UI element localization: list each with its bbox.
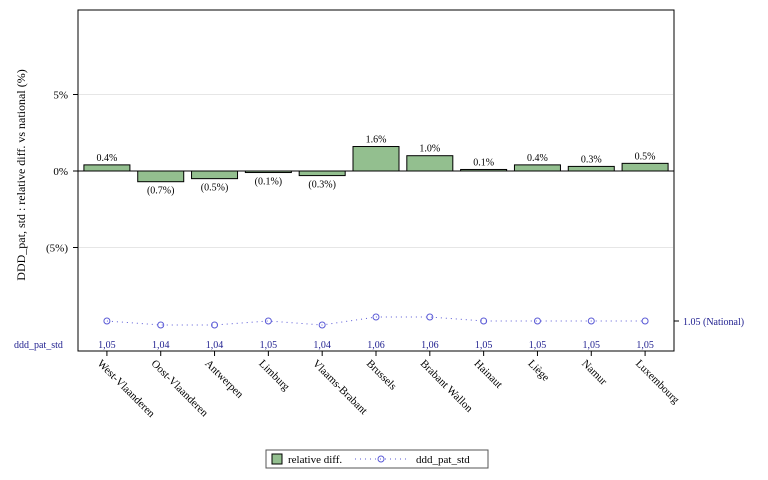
category-label: Limburg <box>256 358 292 394</box>
national-reference: 1.05 (National) <box>674 317 744 328</box>
bar <box>191 170 239 180</box>
series-point <box>372 313 380 321</box>
legend-frame <box>265 449 489 469</box>
ddd-pat-std-line <box>103 313 649 329</box>
y-tick-label: (5%) <box>46 243 68 255</box>
legend-label-relative-diff: relative diff. <box>288 454 342 466</box>
bar-data-label: 0.3% <box>581 154 602 165</box>
category-label: Brabant Wallon <box>418 358 476 416</box>
series-point <box>264 317 272 325</box>
bar-data-label: (0.7%) <box>147 186 175 197</box>
y-axis-label: DDD_pat, std : relative diff. vs nationa… <box>14 69 28 280</box>
y-tick-label: 5% <box>53 90 68 102</box>
national-label: 1.05 (National) <box>683 317 744 328</box>
value-row-cell: 1,05 <box>260 340 278 351</box>
category-label: Antwerpen <box>202 358 245 401</box>
value-row-cell: 1,04 <box>206 340 224 351</box>
bars <box>83 146 669 183</box>
bar-data-label: (0.3%) <box>308 180 336 191</box>
series-point <box>480 317 488 325</box>
value-row: 1,05 1,04 1,04 1,05 1,04 1,06 1,06 1,05 1,05 1,05… <box>98 340 654 351</box>
bar-data-label: 0.4% <box>527 153 548 164</box>
category-label: Oost-Vlaanderen <box>149 358 211 420</box>
value-row-cell: 1,05 <box>98 340 116 351</box>
series-point <box>318 321 326 329</box>
legend-line-marker <box>377 455 385 463</box>
category-label: Liège <box>525 358 551 384</box>
bar-data-label: 1.0% <box>419 144 440 155</box>
bar <box>298 170 346 177</box>
value-row-cell: 1,06 <box>421 340 439 351</box>
category-label: West-Vlaanderen <box>95 358 158 421</box>
value-row-label: ddd_pat_std <box>14 340 63 351</box>
bar-data-labels: 0.4% (0.7%) (0.5%) (0.1%) (0.3%) 1.6% 1.0% 0.1%… <box>96 135 655 197</box>
bar <box>137 170 185 183</box>
legend: relative diff. ddd_pat_std <box>265 449 489 469</box>
category-label: Luxembourg <box>633 358 682 407</box>
value-row-cell: 1,06 <box>367 340 385 351</box>
bar-data-label: (0.1%) <box>255 177 283 188</box>
series-point <box>103 317 111 325</box>
bar <box>352 146 400 172</box>
value-row-cell: 1,05 <box>636 340 654 351</box>
category-label: Vlaams-Brabant <box>310 358 369 417</box>
gridlines <box>79 94 673 248</box>
category-label: Namur <box>579 358 609 388</box>
value-row-cell: 1,04 <box>152 340 170 351</box>
legend-label-ddd-pat-std: ddd_pat_std <box>416 454 470 466</box>
bar <box>621 162 669 172</box>
y-tick-label: 0% <box>53 166 68 178</box>
series-point <box>211 321 219 329</box>
bar-data-label: (0.5%) <box>201 183 229 194</box>
series-point <box>533 317 541 325</box>
bar <box>567 165 615 172</box>
category-label: Brussels <box>364 358 399 393</box>
category-label: Hainaut <box>472 358 505 391</box>
series-point <box>641 317 649 325</box>
bar <box>513 164 561 172</box>
series-point <box>587 317 595 325</box>
bar <box>406 155 454 172</box>
value-row-cell: 1,05 <box>529 340 547 351</box>
series-line <box>106 316 646 326</box>
bar <box>83 164 131 172</box>
legend-bar-swatch <box>271 453 283 465</box>
bar-data-label: 0.5% <box>635 151 656 162</box>
bar-data-label: 0.4% <box>96 153 117 164</box>
value-row-cell: 1,05 <box>583 340 601 351</box>
series-point <box>426 313 434 321</box>
value-row-cell: 1,05 <box>475 340 493 351</box>
bar-data-label: 0.1% <box>473 157 494 168</box>
y-axis-ticks: 5% 0% (5%) <box>46 90 78 255</box>
value-row-cell: 1,04 <box>313 340 331 351</box>
series-point <box>157 321 165 329</box>
bar-data-label: 1.6% <box>366 135 387 146</box>
